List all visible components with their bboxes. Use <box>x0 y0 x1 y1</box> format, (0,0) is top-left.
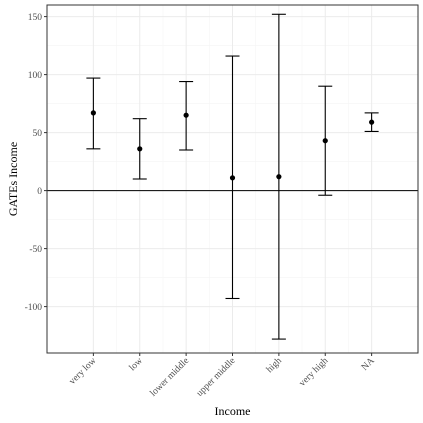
x-tick-label: very high <box>298 356 331 389</box>
errorbar-low <box>132 118 147 180</box>
x-axis: very low low lower middle upper middle high v… <box>68 353 377 399</box>
y-tick-label: 50 <box>33 129 43 139</box>
y-tick-label: -50 <box>29 245 42 255</box>
y-tick-label: 100 <box>28 71 43 81</box>
errorbar-na <box>364 112 379 132</box>
estimate-point <box>369 119 375 125</box>
x-tick-label: upper middle <box>195 356 238 399</box>
x-axis-title: Income <box>215 404 251 418</box>
errorbar-very-low <box>86 77 101 150</box>
x-tick-label: lower middle <box>149 356 192 399</box>
errorbar-very-high <box>318 85 333 196</box>
estimate-point <box>90 110 96 116</box>
x-tick-label: very low <box>68 356 99 387</box>
estimate-point <box>322 138 328 144</box>
errorbar-lower-middle <box>179 81 194 151</box>
x-tick-label: NA <box>360 356 377 373</box>
estimate-point <box>137 146 143 152</box>
errorbar-high <box>271 13 286 340</box>
y-tick-label: -100 <box>25 303 43 313</box>
y-axis-title: GATEs Income <box>6 142 20 216</box>
estimate-point <box>229 175 236 181</box>
y-tick-label: 0 <box>37 187 42 197</box>
estimate-point <box>276 174 282 180</box>
y-axis: -100 -50 0 50 100 150 <box>25 13 47 313</box>
estimate-point <box>183 112 189 118</box>
x-tick-label: low <box>128 356 145 373</box>
marks-layer <box>86 13 379 340</box>
y-tick-label: 150 <box>28 13 43 23</box>
x-tick-label: high <box>265 356 284 375</box>
errorbar-upper-middle <box>225 55 240 300</box>
